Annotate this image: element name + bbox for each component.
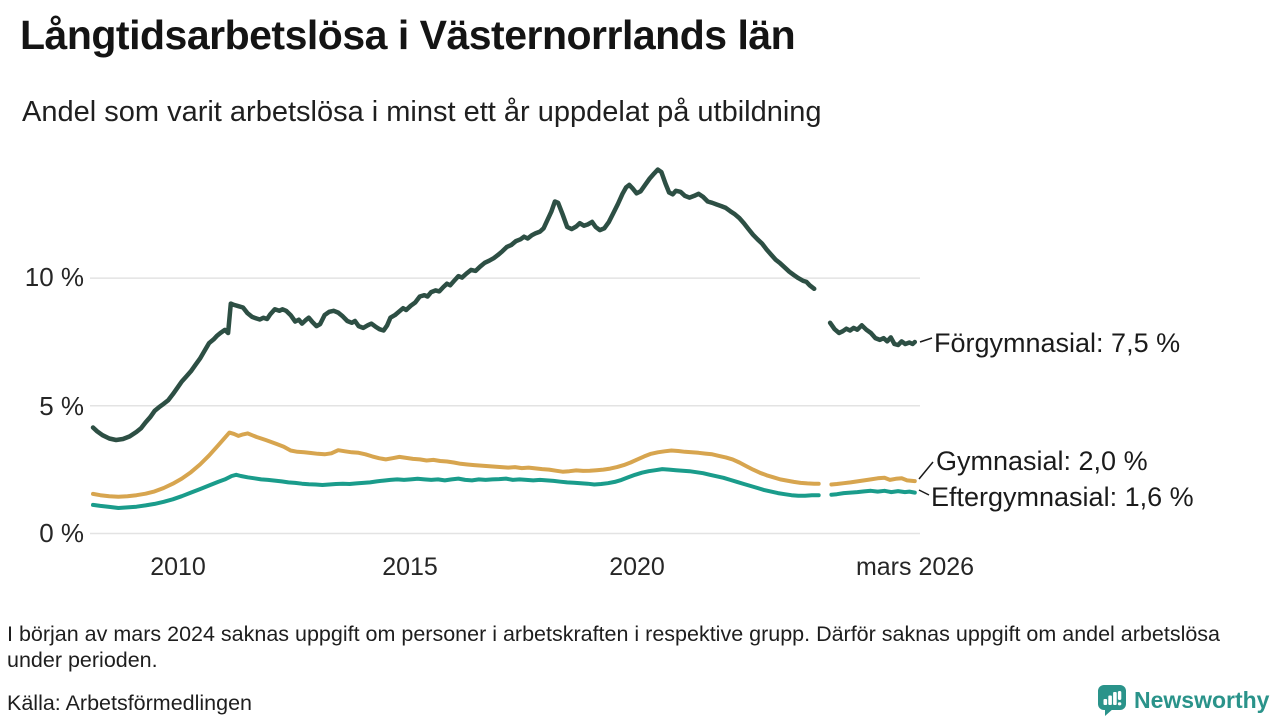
y-tick-10: 10 % [24,262,84,292]
newsworthy-logo-text: Newsworthy [1134,687,1270,713]
page-subtitle: Andel som varit arbetslösa i minst ett å… [22,96,822,128]
x-tick-2020: 2020 [609,553,665,581]
newsworthy-logo-icon [1098,685,1126,716]
series-line-eftergymnasial-segment-2 [829,488,917,497]
x-tick-mars-2026: mars 2026 [855,553,975,581]
series-line-forgymnasial-segment-2 [827,320,918,348]
series-line-eftergymnasial-segment-1 [91,467,821,510]
gymnasial-leader-line [918,461,934,480]
x-tick-2015: 2015 [382,553,438,581]
y-tick-5: 5 % [39,391,84,421]
eftergymnasial-leader-line [918,489,930,496]
source-note: Källa: Arbetsförmedlingen [7,691,253,715]
page-title: Långtidsarbetslösa i Västernorrlands län [20,12,796,58]
series-label-eftergymnasial: Eftergymnasial: 1,6 % [931,482,1194,512]
newsworthy-logo: Newsworthy [1097,684,1269,717]
footnote: I början av mars 2024 saknas uppgift om … [7,622,1221,672]
forgymnasial-leader-line [919,337,933,343]
y-tick-0: 0 % [39,518,84,548]
series-line-gymnasial-segment-2 [829,475,917,487]
series-line-gymnasial-segment-1 [91,430,821,499]
series-label-forgymnasial: Förgymnasial: 7,5 % [934,328,1181,358]
series-label-gymnasial: Gymnasial: 2,0 % [936,446,1148,476]
x-tick-2010: 2010 [150,553,206,581]
series-line-forgymnasial-segment-1 [90,167,817,443]
